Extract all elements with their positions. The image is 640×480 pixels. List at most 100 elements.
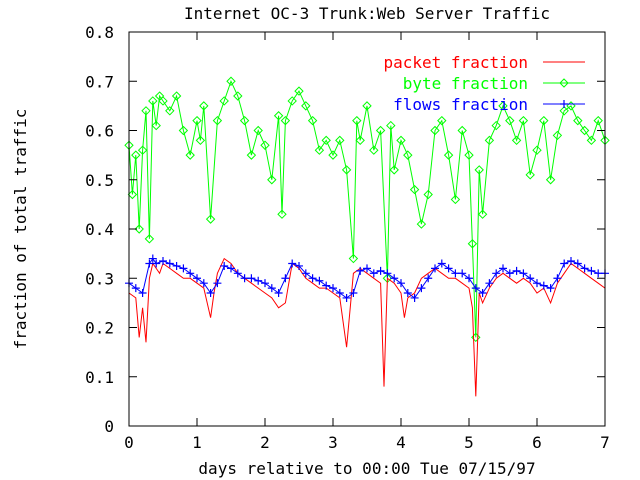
data-point-byte-fraction xyxy=(301,101,311,111)
data-point-flows-fraction xyxy=(560,259,569,268)
x-tick-label: 6 xyxy=(532,433,542,452)
data-point-byte-fraction xyxy=(131,150,141,160)
data-point-byte-fraction xyxy=(525,170,535,180)
data-point-flows-fraction xyxy=(152,259,161,268)
x-tick-label: 3 xyxy=(328,433,338,452)
data-point-flows-fraction xyxy=(594,269,603,278)
legend-label-flows-fraction: flows fraction xyxy=(393,95,528,114)
data-point-byte-fraction xyxy=(545,175,556,185)
data-point-flows-fraction xyxy=(505,269,514,278)
data-point-flows-fraction xyxy=(553,274,562,283)
data-point-byte-fraction xyxy=(430,125,440,136)
legend-marker-byte-fraction xyxy=(559,78,569,88)
data-point-byte-fraction xyxy=(178,125,189,136)
data-point-byte-fraction xyxy=(328,150,338,160)
data-point-flows-fraction xyxy=(159,257,167,266)
data-point-byte-fraction xyxy=(593,115,603,126)
data-point-flows-fraction xyxy=(227,264,235,273)
data-point-byte-fraction xyxy=(137,145,148,155)
legend-label-packet-fraction: packet fraction xyxy=(384,53,529,72)
data-point-byte-fraction xyxy=(335,135,345,146)
data-point-byte-fraction xyxy=(573,115,583,126)
data-point-flows-fraction xyxy=(274,289,283,298)
y-tick-label: 0.5 xyxy=(85,171,114,190)
data-point-byte-fraction xyxy=(144,234,155,244)
series-line-flows-fraction xyxy=(128,257,605,299)
data-point-flows-fraction xyxy=(240,274,249,283)
data-point-flows-fraction xyxy=(478,289,487,298)
data-point-byte-fraction xyxy=(579,125,590,136)
data-point-flows-fraction xyxy=(471,284,480,293)
x-tick-label: 2 xyxy=(260,433,270,452)
data-point-byte-fraction xyxy=(539,115,549,126)
data-point-byte-fraction xyxy=(403,150,413,160)
data-point-byte-fraction xyxy=(437,115,447,126)
data-point-flows-fraction xyxy=(295,261,303,270)
data-point-byte-fraction xyxy=(212,115,223,126)
data-point-flows-fraction xyxy=(349,289,358,298)
data-point-flows-fraction xyxy=(363,264,371,273)
data-point-byte-fraction xyxy=(484,135,495,146)
plot-series xyxy=(124,76,610,397)
data-point-flows-fraction xyxy=(261,279,269,288)
data-point-byte-fraction xyxy=(158,96,168,106)
data-point-byte-fraction xyxy=(464,150,474,160)
data-point-flows-fraction xyxy=(397,279,405,288)
data-point-flows-fraction xyxy=(281,274,290,283)
data-point-flows-fraction xyxy=(526,274,535,283)
data-point-byte-fraction xyxy=(151,120,161,131)
data-point-flows-fraction xyxy=(329,284,337,293)
y-tick-label: 0.3 xyxy=(85,269,114,288)
data-point-byte-fraction xyxy=(205,214,216,224)
data-point-byte-fraction xyxy=(498,101,508,111)
data-point-flows-fraction xyxy=(148,254,157,263)
legend-label-byte-fraction: byte fraction xyxy=(403,74,528,93)
y-tick-label: 0 xyxy=(104,417,114,436)
data-point-byte-fraction xyxy=(195,135,206,146)
data-point-flows-fraction xyxy=(233,269,242,278)
series-flows-fraction xyxy=(125,254,609,302)
plot-frame xyxy=(128,31,606,427)
x-axis: 0 1 2 3 4 5 6 7 xyxy=(124,32,610,452)
data-point-flows-fraction xyxy=(573,259,582,268)
y-tick-label: 0.2 xyxy=(85,319,114,338)
data-point-byte-fraction xyxy=(566,101,576,111)
y-tick-label: 0.8 xyxy=(85,23,114,42)
data-point-byte-fraction xyxy=(199,101,209,111)
data-point-byte-fraction xyxy=(233,91,243,101)
data-point-byte-fraction xyxy=(165,106,175,116)
data-point-byte-fraction xyxy=(141,106,151,116)
data-point-byte-fraction xyxy=(474,165,484,175)
data-point-byte-fraction xyxy=(355,135,365,146)
data-point-byte-fraction xyxy=(511,135,522,146)
data-point-flows-fraction xyxy=(465,274,473,283)
data-point-byte-fraction xyxy=(185,150,195,160)
y-tick-label: 0.7 xyxy=(85,72,114,91)
data-point-flows-fraction xyxy=(193,274,201,283)
data-point-byte-fraction xyxy=(253,125,263,136)
data-point-byte-fraction xyxy=(369,145,379,155)
data-point-byte-fraction xyxy=(127,189,138,200)
data-point-flows-fraction xyxy=(546,284,555,293)
data-point-byte-fraction xyxy=(477,209,488,219)
data-point-flows-fraction xyxy=(131,284,140,293)
data-point-byte-fraction xyxy=(171,91,182,101)
data-point-byte-fraction xyxy=(396,135,406,146)
data-point-flows-fraction xyxy=(458,269,467,278)
data-point-byte-fraction xyxy=(277,209,287,219)
data-point-flows-fraction xyxy=(267,284,276,293)
data-point-flows-fraction xyxy=(247,274,256,283)
series-line-byte-fraction xyxy=(128,79,606,338)
data-point-byte-fraction xyxy=(226,76,236,86)
data-point-byte-fraction xyxy=(532,145,542,155)
x-axis-label: days relative to 00:00 Tue 07/15/97 xyxy=(198,459,535,478)
data-point-flows-fraction xyxy=(145,259,154,268)
data-point-byte-fraction xyxy=(287,96,297,106)
data-point-byte-fraction xyxy=(134,224,144,234)
legend-marker-flows-fraction xyxy=(560,100,568,108)
legend: packet fraction byte fraction flows fracti… xyxy=(384,53,585,114)
data-point-flows-fraction xyxy=(342,293,351,302)
data-point-flows-fraction xyxy=(220,261,229,270)
data-point-flows-fraction xyxy=(417,284,426,293)
